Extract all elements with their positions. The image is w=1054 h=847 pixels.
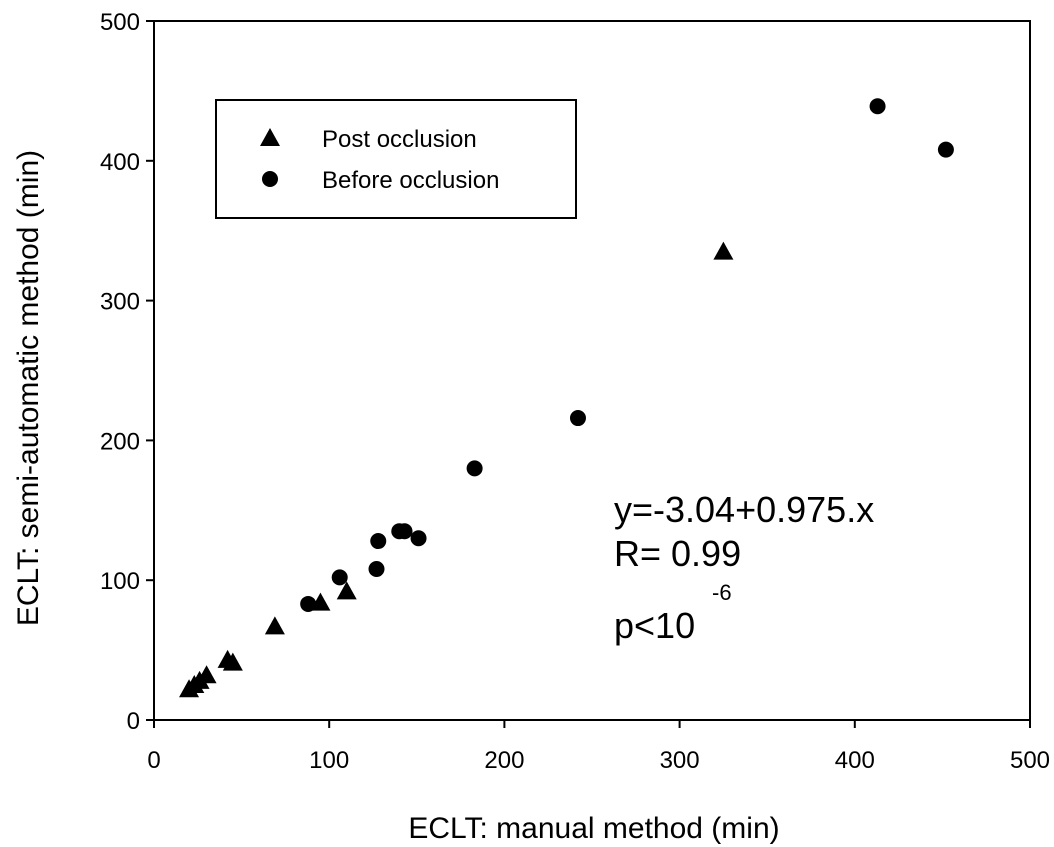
- data-points: [179, 98, 954, 698]
- before-occlusion-point: [368, 561, 385, 578]
- x-tick-label: 0: [147, 747, 160, 774]
- x-tick-label: 400: [835, 747, 875, 774]
- before-occlusion-point: [569, 410, 586, 427]
- correlation-coefficient: R= 0.99: [614, 533, 741, 574]
- axis-ticks: [146, 20, 1031, 728]
- x-tick-label: 200: [484, 747, 524, 774]
- legend-triangle-marker: [260, 128, 280, 146]
- x-tick-label: 500: [1010, 747, 1050, 774]
- post-occlusion-point: [222, 652, 243, 671]
- before-occlusion-point: [331, 569, 348, 586]
- x-tick-labels: 0 100 200 300 400 500: [147, 747, 1050, 774]
- before-occlusion-point: [410, 530, 427, 547]
- plot-frame: [153, 20, 1031, 721]
- legend-label-post-occlusion: Post occlusion: [322, 126, 477, 153]
- p-value-exponent: -6: [712, 580, 732, 605]
- p-value-base: p<10: [614, 605, 695, 646]
- before-occlusion-point: [300, 595, 317, 612]
- post-occlusion-point: [264, 616, 285, 635]
- regression-annotation: y=-3.04+0.975.x R= 0.99 p<10 -6: [614, 489, 874, 646]
- y-tick-label: 400: [100, 149, 140, 176]
- y-tick-label: 0: [127, 708, 140, 735]
- y-tick-label: 300: [100, 289, 140, 316]
- y-tick-label: 100: [100, 568, 140, 595]
- x-axis-title: ECLT: manual method (min): [408, 812, 779, 845]
- post-occlusion-point: [196, 665, 217, 684]
- y-tick-label: 200: [100, 428, 140, 455]
- x-tick-label: 300: [660, 747, 700, 774]
- post-occlusion-point: [713, 241, 734, 260]
- post-occlusion-point: [336, 581, 357, 600]
- y-tick-label: 500: [100, 9, 140, 36]
- y-tick-labels: 0 100 200 300 400 500: [100, 9, 140, 735]
- legend-circle-marker: [262, 171, 278, 187]
- y-axis-title: ECLT: semi-automatic method (min): [12, 150, 45, 626]
- legend-box: [215, 99, 577, 219]
- before-occlusion-point: [937, 141, 954, 158]
- legend: Post occlusion Before occlusion: [215, 99, 577, 219]
- regression-equation: y=-3.04+0.975.x: [614, 489, 874, 530]
- before-occlusion-point: [370, 533, 387, 550]
- before-occlusion-point: [869, 98, 886, 115]
- before-occlusion-point: [396, 523, 413, 540]
- before-occlusion-point: [466, 460, 483, 477]
- x-tick-label: 100: [309, 747, 349, 774]
- legend-label-before-occlusion: Before occlusion: [322, 167, 499, 194]
